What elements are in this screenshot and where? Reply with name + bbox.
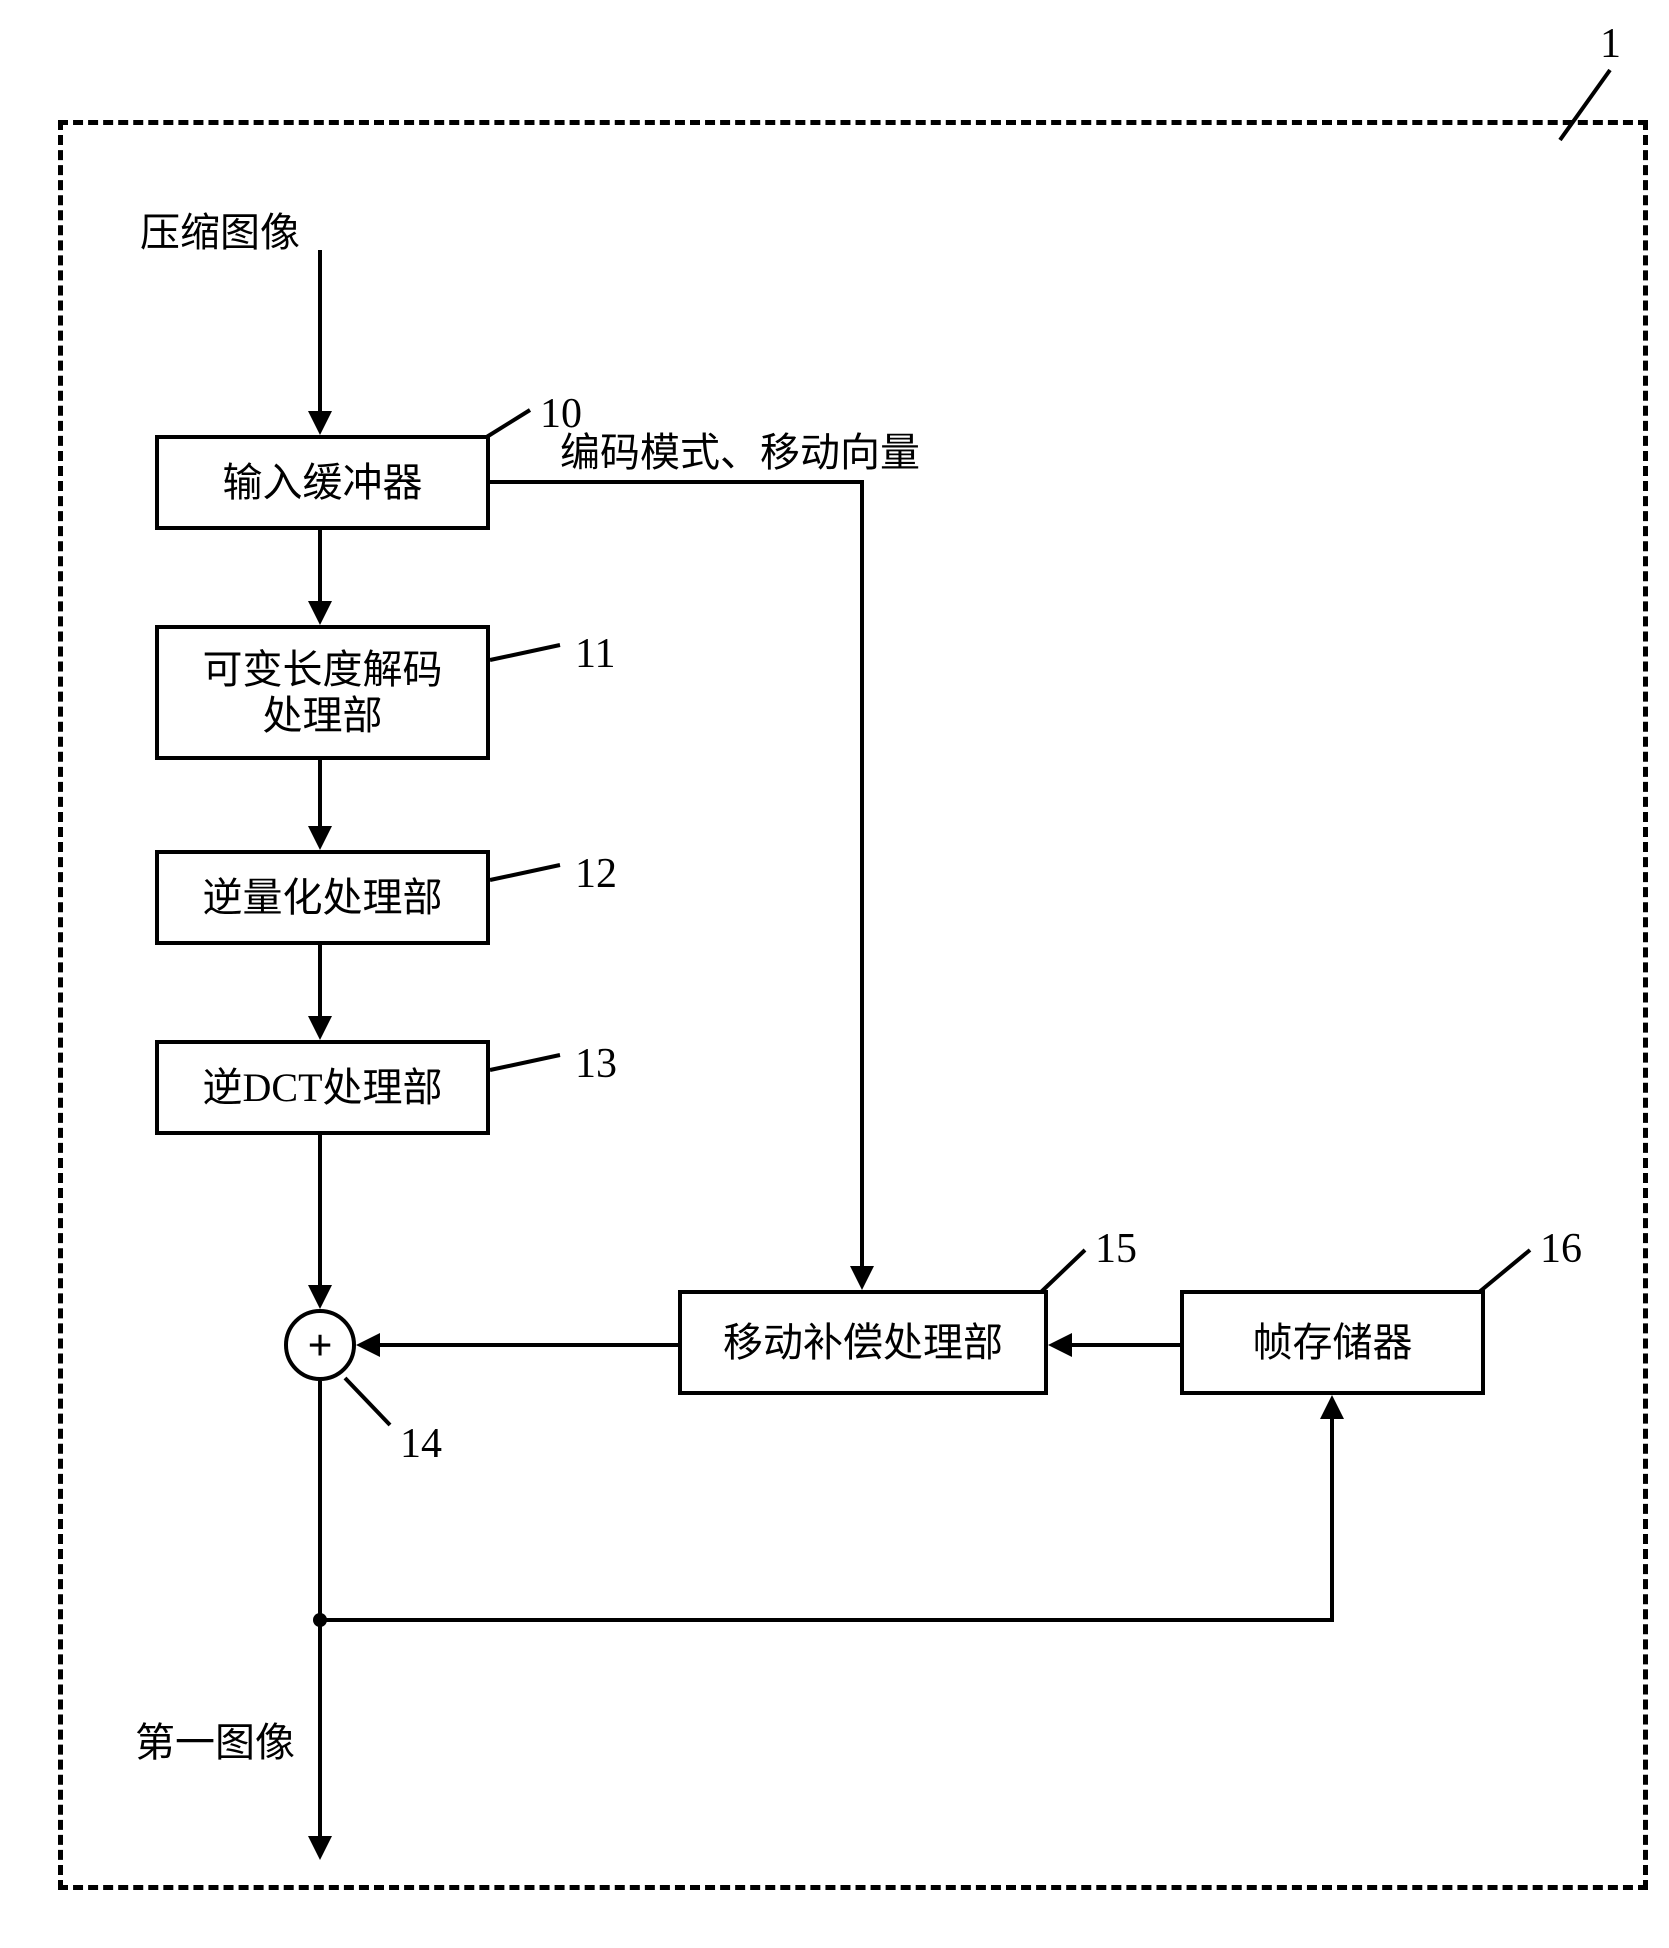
node-label: 输入缓冲器 (223, 460, 423, 506)
input-label: 压缩图像 (140, 200, 300, 258)
node-inverse-dct: 逆DCT处理部 (155, 1040, 490, 1135)
ref-label-13: 13 (575, 1040, 617, 1088)
diagram-canvas: 1 压缩图像 第一图像 编码模式、移动向量 输入缓冲器 可变长度解码 处理部 逆… (0, 0, 1669, 1948)
node-label: 逆DCT处理部 (203, 1065, 443, 1111)
ref-label-16: 16 (1540, 1225, 1582, 1273)
node-vlc-decode: 可变长度解码 处理部 (155, 625, 490, 760)
ref-label-14: 14 (400, 1420, 442, 1468)
node-label: 逆量化处理部 (203, 875, 443, 921)
output-label: 第一图像 (135, 1710, 295, 1768)
plus-icon: + (307, 1320, 332, 1371)
ref-label-12: 12 (575, 850, 617, 898)
node-label: 移动补偿处理部 (723, 1320, 1003, 1366)
ref-label-10: 10 (540, 390, 582, 438)
module-boundary (58, 120, 1648, 1890)
node-inverse-quant: 逆量化处理部 (155, 850, 490, 945)
node-input-buffer: 输入缓冲器 (155, 435, 490, 530)
ref-label-1: 1 (1600, 20, 1621, 68)
node-frame-memory: 帧存储器 (1180, 1290, 1485, 1395)
node-label: 帧存储器 (1253, 1320, 1413, 1366)
node-motion-comp: 移动补偿处理部 (678, 1290, 1048, 1395)
ref-label-11: 11 (575, 630, 615, 678)
node-label: 可变长度解码 处理部 (203, 647, 443, 739)
ref-label-15: 15 (1095, 1225, 1137, 1273)
branch-label: 编码模式、移动向量 (560, 420, 920, 478)
adder-node: + (284, 1309, 356, 1381)
